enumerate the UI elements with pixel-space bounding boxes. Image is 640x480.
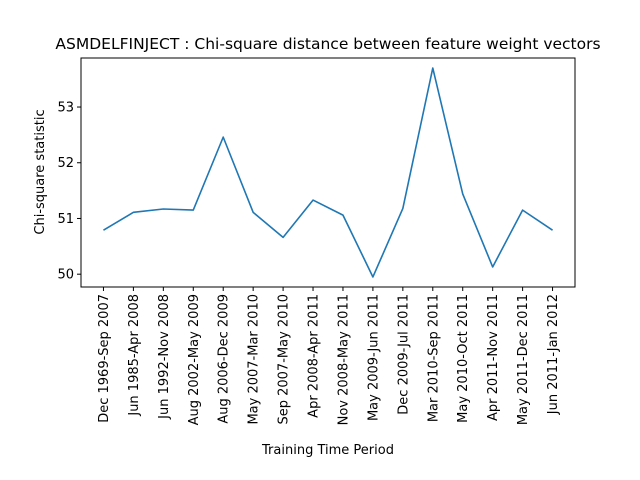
x-tick-label: Sep 2007-May 2010 [277,294,292,425]
x-tick-label: Jun 1992-Nov 2008 [157,294,172,420]
x-tick-label: Dec 1969-Sep 2007 [97,294,112,423]
x-tick-label: Dec 2009-Jul 2011 [396,294,411,415]
x-tick-label: May 2010-Oct 2011 [456,294,471,423]
x-tick-label: Mar 2010-Sep 2011 [426,294,441,422]
chart-title: ASMDELFINJECT : Chi-square distance betw… [55,35,600,53]
y-tick-label: 50 [57,268,74,283]
x-tick-label: Jun 1985-Apr 2008 [127,294,142,417]
x-tick-label: May 2007-Mar 2010 [247,294,262,425]
y-tick-label: 51 [57,212,74,227]
x-tick-label: Aug 2006-Dec 2009 [217,294,232,424]
plot-frame [80,57,576,288]
x-tick-label: Apr 2011-Nov 2011 [486,294,501,421]
x-tick-label: Jun 2011-Jan 2012 [546,294,561,415]
x-tick-label: Nov 2008-May 2011 [336,294,351,425]
x-axis-label: Training Time Period [261,443,394,458]
line [103,67,553,278]
x-tick-label: May 2009-Jun 2011 [366,294,381,421]
x-tick-label: Apr 2008-Apr 2011 [307,294,322,418]
x-tick-label: Aug 2002-May 2009 [187,294,202,425]
x-tick-label: May 2011-Dec 2011 [516,294,531,425]
y-axis-label: Chi-square statistic [33,109,48,234]
y-tick-label: 53 [57,101,74,116]
y-tick-label: 52 [57,156,74,171]
